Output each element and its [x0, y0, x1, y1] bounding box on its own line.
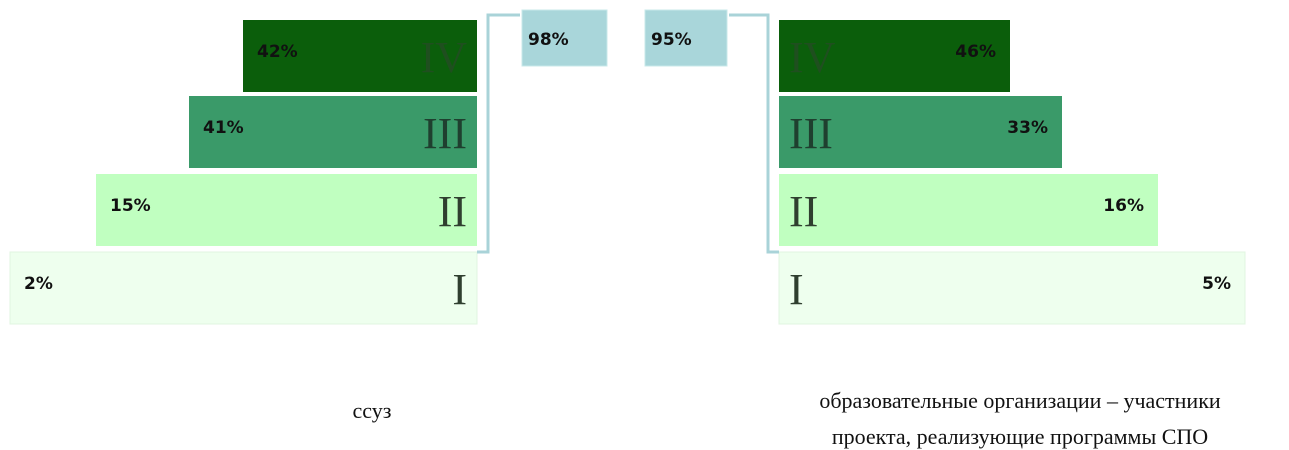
level-roman: I	[789, 265, 804, 314]
level-roman: III	[789, 109, 833, 158]
caption: проекта, реализующие программы СПО	[832, 424, 1208, 449]
level-bar	[96, 174, 477, 246]
total-value: 98%	[528, 30, 569, 50]
level-bar	[243, 20, 477, 92]
level-value: 16%	[1103, 196, 1144, 216]
caption: образовательные организации – участники	[819, 388, 1221, 413]
level-bar	[9, 251, 478, 325]
total-box	[644, 9, 728, 67]
level-bar	[779, 96, 1062, 168]
total-value: 95%	[651, 30, 692, 50]
bracket	[729, 13, 779, 254]
level-value: 2%	[24, 274, 53, 294]
bracket	[477, 13, 520, 254]
level-bar	[779, 20, 1010, 92]
level-bar	[778, 251, 1246, 325]
level-roman: III	[423, 109, 467, 158]
caption: ссуз	[353, 398, 392, 423]
level-value: 42%	[257, 42, 298, 62]
total-box	[521, 9, 608, 67]
level-value: 33%	[1007, 118, 1048, 138]
level-bar	[189, 96, 477, 168]
level-bar	[779, 174, 1158, 246]
level-value: 46%	[955, 42, 996, 62]
level-roman: II	[789, 187, 818, 236]
level-value: 41%	[203, 118, 244, 138]
level-roman: IV	[789, 33, 836, 82]
level-roman: IV	[421, 33, 468, 82]
level-roman: II	[438, 187, 467, 236]
level-value: 15%	[110, 196, 151, 216]
level-roman: I	[452, 265, 467, 314]
level-value: 5%	[1202, 274, 1231, 294]
